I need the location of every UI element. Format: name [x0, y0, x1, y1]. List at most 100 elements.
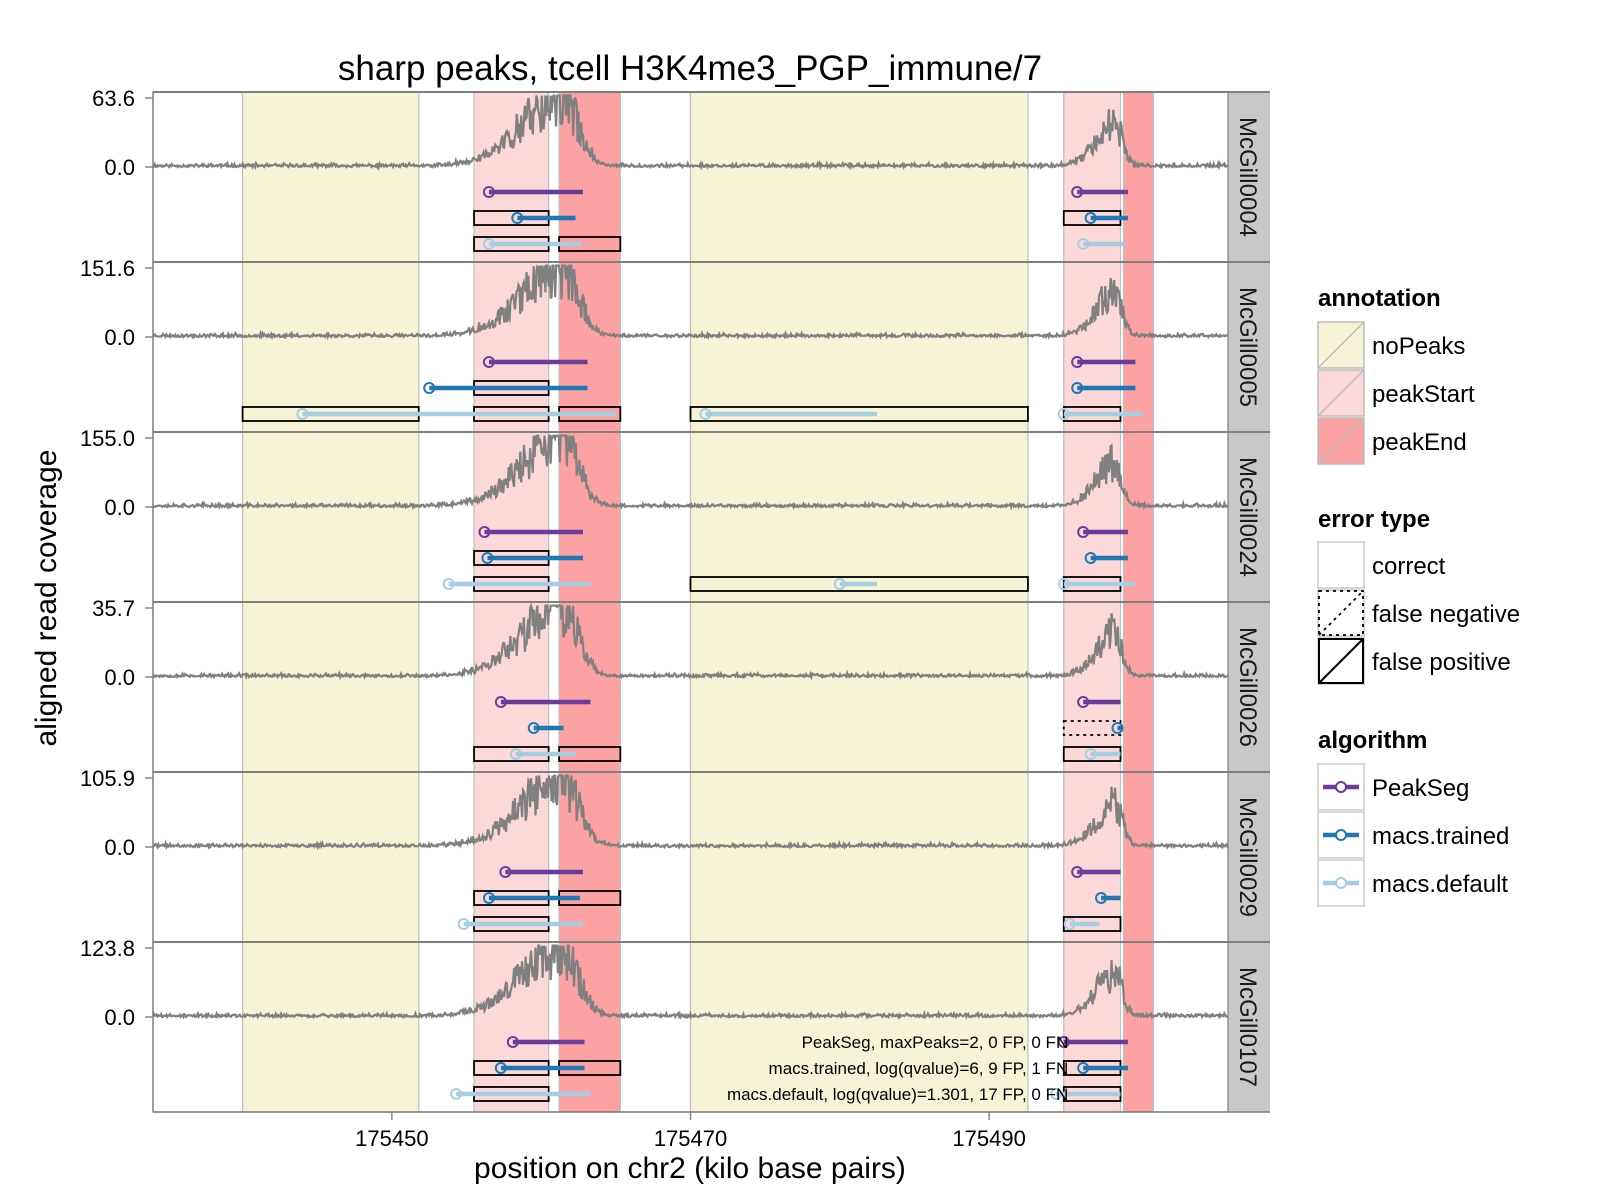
legend-label: false negative [1372, 601, 1520, 628]
coverage-line [152, 774, 1230, 851]
x-tick-label: 175450 [355, 1126, 428, 1151]
annotation-region-peakEnd [558, 431, 621, 603]
y-tick-label-zero: 0.0 [104, 325, 135, 350]
peak-start-point [1050, 1088, 1063, 1100]
facet-strip-label: McGill0026 [1234, 627, 1261, 747]
annotation-region-noPeaks [241, 941, 420, 1113]
annotation-region-peakEnd [1122, 91, 1154, 263]
panel-McGill0029: McGill0029 105.9 0.0 [80, 766, 1270, 943]
facet-strip [1228, 942, 1270, 1112]
facet-strip-label: McGill0024 [1234, 457, 1261, 577]
legend-key-diagonal [1317, 417, 1365, 465]
facet-strip-label: McGill0029 [1234, 797, 1261, 917]
legend-label: noPeaks [1372, 333, 1465, 360]
coverage-line [152, 602, 1229, 681]
y-tick-label-zero: 0.0 [104, 495, 135, 520]
peak-start-point [511, 212, 524, 224]
legend-key-diagonal [1318, 590, 1364, 636]
peak-start-point [833, 578, 846, 590]
summary-text: macs.default, log(qvalue)=1.301, 17 FP, … [727, 1085, 1068, 1104]
y-tick-label-max: 155.0 [80, 426, 135, 451]
annotation-region-peakEnd [1122, 771, 1154, 943]
chart-title: sharp peaks, tcell H3K4me3_PGP_immune/7 [338, 49, 1042, 88]
panel-McGill0005: McGill0005 151.6 0.0 [80, 256, 1270, 433]
legend-label: peakEnd [1372, 429, 1467, 456]
x-tick-label: 175470 [654, 1126, 727, 1151]
coverage-line [152, 94, 1229, 172]
annotation-region-noPeaks [689, 941, 1029, 1113]
legend-key-point [1335, 877, 1347, 889]
y-tick-label-zero: 0.0 [104, 1005, 135, 1030]
peak-start-point [1057, 408, 1070, 420]
legend-key-point [1335, 829, 1347, 841]
peak-start-point [450, 1088, 463, 1100]
legend-label: false positive [1372, 649, 1511, 676]
y-tick-label-max: 63.6 [92, 86, 135, 111]
peak-start-point [1077, 526, 1090, 538]
facet-strip [1228, 92, 1270, 262]
annotation-region-noPeaks [241, 431, 420, 603]
y-tick-label-max: 123.8 [80, 936, 135, 961]
legend-key-diagonal [1317, 321, 1365, 369]
peak-start-point [699, 408, 712, 420]
peak-start-point [482, 892, 495, 904]
x-axis: 175450 175470 175490 [355, 1112, 1026, 1151]
y-tick-label-max: 151.6 [80, 256, 135, 281]
y-tick-label-zero: 0.0 [104, 155, 135, 180]
annotation-region-noPeaks [241, 261, 420, 433]
facet-panels: McGill000463.60.0McGill0005151.60.0McGil… [80, 86, 1270, 1113]
peak-start-point [499, 866, 512, 878]
y-tick-label-zero: 0.0 [104, 835, 135, 860]
error-box-false-positive [689, 576, 1029, 592]
legend-key-diagonal [1318, 638, 1364, 684]
peak-start-point [506, 1036, 519, 1048]
peak-start-point [1077, 1062, 1090, 1074]
coverage-line [152, 434, 1229, 511]
peak-start-point [1084, 748, 1097, 760]
peak-start-point [1084, 212, 1097, 224]
coverage-line [152, 263, 1229, 341]
summary-text: macs.trained, log(qvalue)=6, 9 FP, 1 FN [769, 1059, 1069, 1078]
panel-McGill0024: McGill0024 155.0 0.0 [80, 426, 1270, 603]
panel-McGill0004: McGill0004 63.6 0.0 [92, 86, 1270, 263]
facet-strip-label: McGill0005 [1234, 287, 1261, 407]
facet-strip [1228, 772, 1270, 942]
error-box-false-positive [689, 406, 1029, 422]
facet-strip [1228, 262, 1270, 432]
peak-start-point [478, 526, 491, 538]
panel-McGill0107: McGill0107 123.8 0.0 [80, 936, 1270, 1113]
x-axis-label: position on chr2 (kilo base pairs) [474, 1152, 906, 1185]
peak-start-point [457, 918, 470, 930]
peak-start-point [481, 552, 494, 564]
peak-start-point [1063, 918, 1076, 930]
facet-strip-label: McGill0004 [1234, 117, 1261, 237]
facet-strip [1228, 432, 1270, 602]
annotation-region-peakEnd [1122, 941, 1154, 1113]
peak-start-point [423, 382, 436, 394]
peak-start-point [494, 1062, 507, 1074]
annotation-region-peakEnd [1122, 261, 1154, 433]
legend-title: algorithm [1318, 727, 1427, 754]
legend-key-point [1335, 781, 1347, 793]
legend-key-false-negative [1318, 590, 1364, 636]
peak-start-point [1057, 578, 1070, 590]
annotation-region-noPeaks [689, 91, 1029, 263]
annotation-region-noPeaks [241, 601, 420, 773]
peak-start-point [482, 186, 495, 198]
annotation-region-noPeaks [689, 601, 1029, 773]
annotation-region-noPeaks [689, 771, 1029, 943]
legend-key-box [1317, 541, 1365, 589]
y-tick-label-max: 105.9 [80, 766, 135, 791]
peak-start-point [1084, 552, 1097, 564]
annotation-region-peakEnd [1122, 601, 1154, 773]
legend-title: annotation [1318, 285, 1441, 312]
peak-start-point [1057, 1036, 1070, 1048]
x-tick-label: 175490 [952, 1126, 1025, 1151]
legend-key-diagonal [1317, 369, 1365, 417]
annotation-region-noPeaks [689, 261, 1029, 433]
y-tick-label-max: 35.7 [92, 596, 135, 621]
annotation-region-peakEnd [1122, 431, 1154, 603]
peak-start-point [296, 408, 309, 420]
peak-start-point [494, 696, 507, 708]
